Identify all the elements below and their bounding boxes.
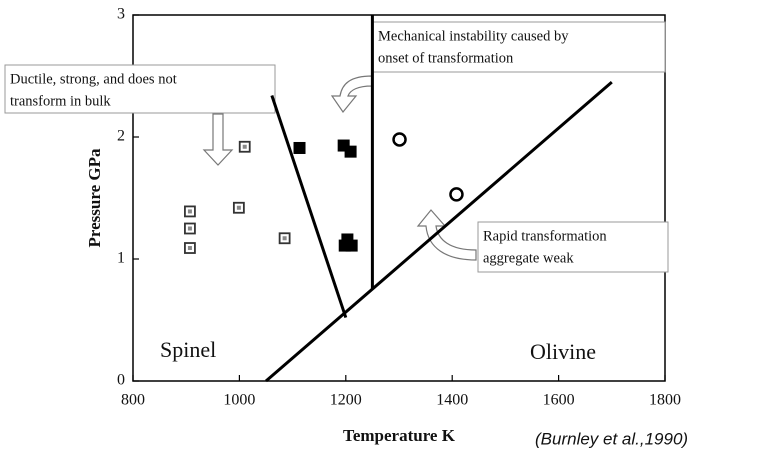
y-tick-label: 0 — [117, 372, 125, 389]
x-tick-label: 1000 — [223, 392, 255, 409]
region-label: Olivine — [530, 339, 596, 364]
annotation-box — [477, 221, 669, 273]
point — [184, 222, 196, 235]
point — [392, 132, 407, 147]
plot-frame — [132, 14, 666, 382]
annotation-box — [4, 64, 276, 114]
point — [184, 242, 196, 254]
x-tick-label: 1600 — [543, 392, 575, 409]
annotation-text: Ductile, strong, and does not — [10, 71, 177, 87]
y-tick-label: 1 — [117, 250, 125, 267]
point — [278, 232, 291, 245]
annotation-text: aggregate weak — [483, 250, 574, 266]
x-tick-label: 1200 — [330, 392, 362, 409]
annotation-text: Mechanical instability caused by — [378, 28, 569, 44]
x-axis-label: Temperature K — [343, 426, 456, 445]
point — [184, 205, 196, 218]
annotation-text: Rapid transformation — [483, 228, 607, 244]
point — [293, 141, 306, 154]
x-tick-label: 1800 — [649, 392, 681, 409]
point — [238, 140, 251, 153]
annotation-text: transform in bulk — [10, 93, 111, 109]
point — [232, 201, 245, 214]
x-tick-label: 1400 — [436, 392, 468, 409]
point — [344, 145, 357, 158]
y-tick-label: 2 — [117, 128, 125, 145]
x-tick-label: 800 — [121, 392, 145, 409]
boundary-line — [270, 95, 348, 319]
citation: (Burnley et al.,1990) — [535, 429, 688, 448]
region-label: Spinel — [160, 337, 216, 362]
y-tick-label: 3 — [117, 6, 125, 23]
arrow — [416, 209, 477, 261]
boundary-line — [265, 80, 613, 383]
y-axis-label: Pressure GPa — [85, 148, 104, 247]
arrow — [202, 113, 234, 166]
point — [345, 239, 358, 252]
point — [449, 187, 464, 202]
annotation-text: onset of transformation — [378, 50, 514, 66]
annotation-box — [372, 21, 666, 73]
arrow — [330, 75, 373, 114]
